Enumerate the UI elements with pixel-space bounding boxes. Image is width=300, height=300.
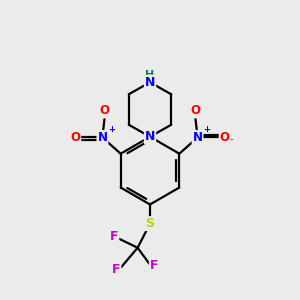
Text: F: F — [150, 259, 158, 272]
Text: S: S — [146, 217, 154, 230]
Text: O: O — [100, 104, 110, 118]
Text: F: F — [110, 230, 118, 243]
Text: H: H — [146, 70, 154, 80]
Text: N: N — [145, 76, 155, 89]
Text: F: F — [112, 263, 120, 276]
Text: O: O — [70, 131, 80, 144]
Text: +: + — [203, 125, 211, 134]
Text: +: + — [108, 125, 115, 134]
Text: N: N — [193, 131, 202, 144]
Text: N: N — [145, 130, 155, 143]
Text: O: O — [190, 104, 200, 118]
Text: N: N — [98, 131, 107, 144]
Text: O: O — [220, 131, 230, 144]
Text: -: - — [230, 134, 233, 145]
Text: -: - — [80, 134, 84, 145]
